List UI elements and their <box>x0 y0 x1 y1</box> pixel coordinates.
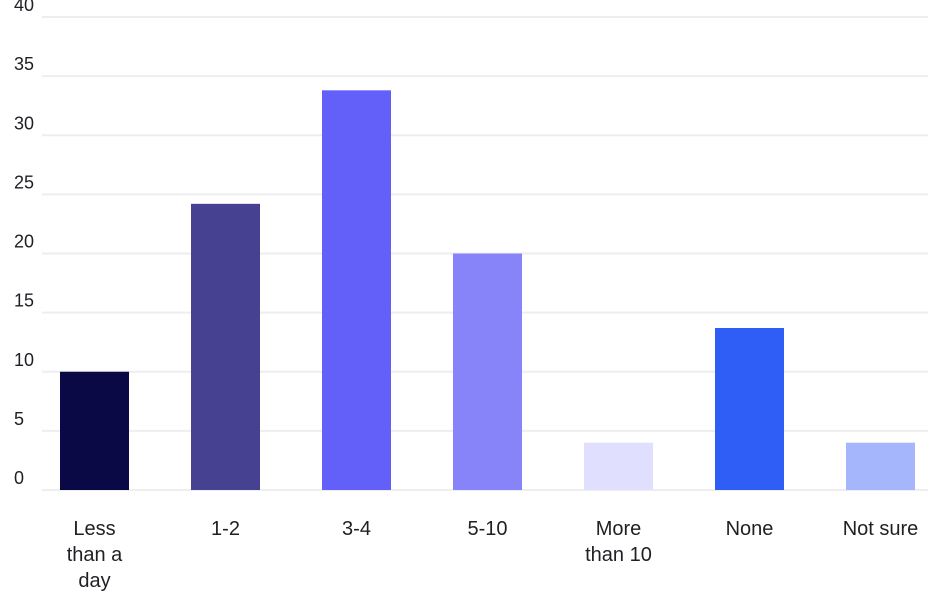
x-tick-label: 3-4 <box>342 518 371 540</box>
y-axis-ticks: 0 5 10 15 20 25 30 35 40 <box>14 0 34 488</box>
y-tick-label: 15 <box>14 291 34 311</box>
bar <box>584 443 653 490</box>
x-tick-label: 5-10 <box>467 518 507 540</box>
x-tick-label-line: 5-10 <box>467 518 507 540</box>
bar <box>60 372 129 490</box>
x-tick-label: Not sure <box>843 518 919 540</box>
y-tick-label: 30 <box>14 113 34 133</box>
x-axis-ticks: Less than a day 1-2 3-4 5-10 More than 10 None No… <box>67 518 919 591</box>
x-tick-label: 1-2 <box>211 518 240 540</box>
y-tick-label: 35 <box>14 54 34 74</box>
x-tick-label-line: than 10 <box>585 544 652 566</box>
x-tick-label-line: than a <box>67 544 123 566</box>
bar <box>715 328 784 490</box>
bar <box>322 90 391 490</box>
y-tick-label: 40 <box>14 0 34 15</box>
x-tick-label: None <box>726 518 774 540</box>
y-tick-label: 0 <box>14 468 24 488</box>
x-tick-label-line: Not sure <box>843 518 919 540</box>
bar <box>453 254 522 491</box>
x-tick-label: Less than a day <box>67 518 123 591</box>
x-tick-label-line: day <box>78 570 110 591</box>
x-tick-label-line: None <box>726 518 774 540</box>
x-tick-label-line: 3-4 <box>342 518 371 540</box>
y-tick-label: 10 <box>14 350 34 370</box>
y-tick-label: 20 <box>14 232 34 252</box>
x-tick-label-line: Less <box>73 518 115 540</box>
bar <box>191 204 260 490</box>
x-tick-label-line: 1-2 <box>211 518 240 540</box>
x-tick-label-line: More <box>596 518 642 540</box>
y-tick-label: 5 <box>14 409 24 429</box>
x-tick-label: More than 10 <box>585 518 652 566</box>
y-tick-label: 25 <box>14 172 34 192</box>
bar <box>846 443 915 490</box>
